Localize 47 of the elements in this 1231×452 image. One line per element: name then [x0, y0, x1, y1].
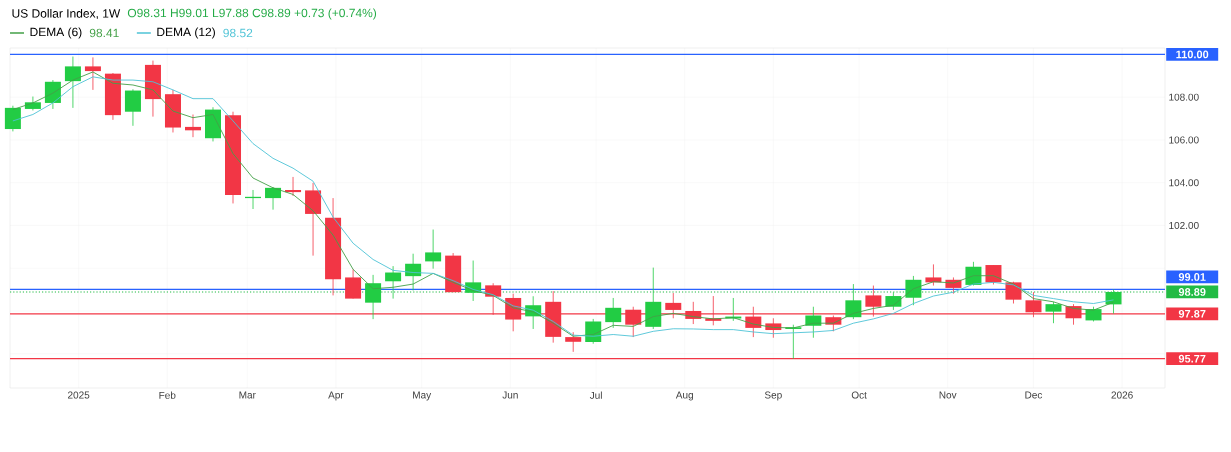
x-tick-label: May — [413, 391, 432, 401]
x-tick-label: Aug — [675, 391, 693, 401]
chart-subtitle: O98.31 H99.01 L97.88 C98.89 +0.73 (+0.74%) — [127, 8, 377, 20]
x-tick-label: Oct — [851, 391, 867, 399]
y-tick-label: 108.00 — [1169, 93, 1199, 101]
x-tick-label: 2025 — [68, 391, 90, 399]
candlestick — [985, 264, 1002, 285]
text: 98.52 — [223, 28, 253, 38]
x-tick-label: Jun — [502, 391, 518, 399]
candlestick — [605, 297, 622, 329]
candlestick — [124, 88, 141, 127]
candlestick — [385, 265, 402, 300]
candlestick — [285, 176, 302, 197]
candlestick — [1045, 301, 1062, 324]
legend-label: DEMA (12) — [157, 27, 215, 39]
candlestick — [925, 263, 942, 286]
ref-line-label: 99.01 — [1178, 273, 1206, 281]
x-tick-label: Dec — [1025, 391, 1043, 399]
candlestick — [365, 274, 382, 320]
ref-line-label: 97.87 — [1178, 309, 1206, 318]
ref-line-label: 95.77 — [1178, 354, 1206, 363]
x-tick-label: Mar — [239, 391, 256, 399]
candlestick — [905, 275, 922, 306]
text: 98.41 — [89, 28, 119, 38]
candlestick — [425, 229, 442, 270]
candlestick — [665, 292, 682, 319]
ref-line-label: 98.89 — [1178, 288, 1206, 296]
y-tick-label: 104.00 — [1169, 179, 1199, 187]
candlestick — [305, 182, 322, 257]
candlestick — [64, 56, 81, 109]
y-tick-label: 102.00 — [1169, 221, 1199, 230]
ref-line-label: 110.00 — [1176, 50, 1209, 59]
candlestick — [805, 306, 822, 339]
y-tick-label: 106.00 — [1169, 136, 1199, 144]
candlestick — [845, 283, 862, 320]
x-tick-label: Feb — [159, 391, 176, 399]
chart-title: US Dollar Index, 1W — [12, 8, 121, 20]
candlestick — [84, 57, 101, 91]
candlestick — [345, 268, 362, 300]
legend-label: DEMA (6) — [30, 27, 82, 39]
x-tick-label: Sep — [764, 391, 782, 401]
x-tick-label: Nov — [939, 391, 957, 399]
candlestick — [4, 105, 21, 132]
candlestick — [565, 331, 582, 353]
x-tick-label: Apr — [328, 391, 344, 401]
x-tick-label: 2026 — [1111, 391, 1133, 399]
x-tick-label: Jul — [589, 391, 602, 399]
